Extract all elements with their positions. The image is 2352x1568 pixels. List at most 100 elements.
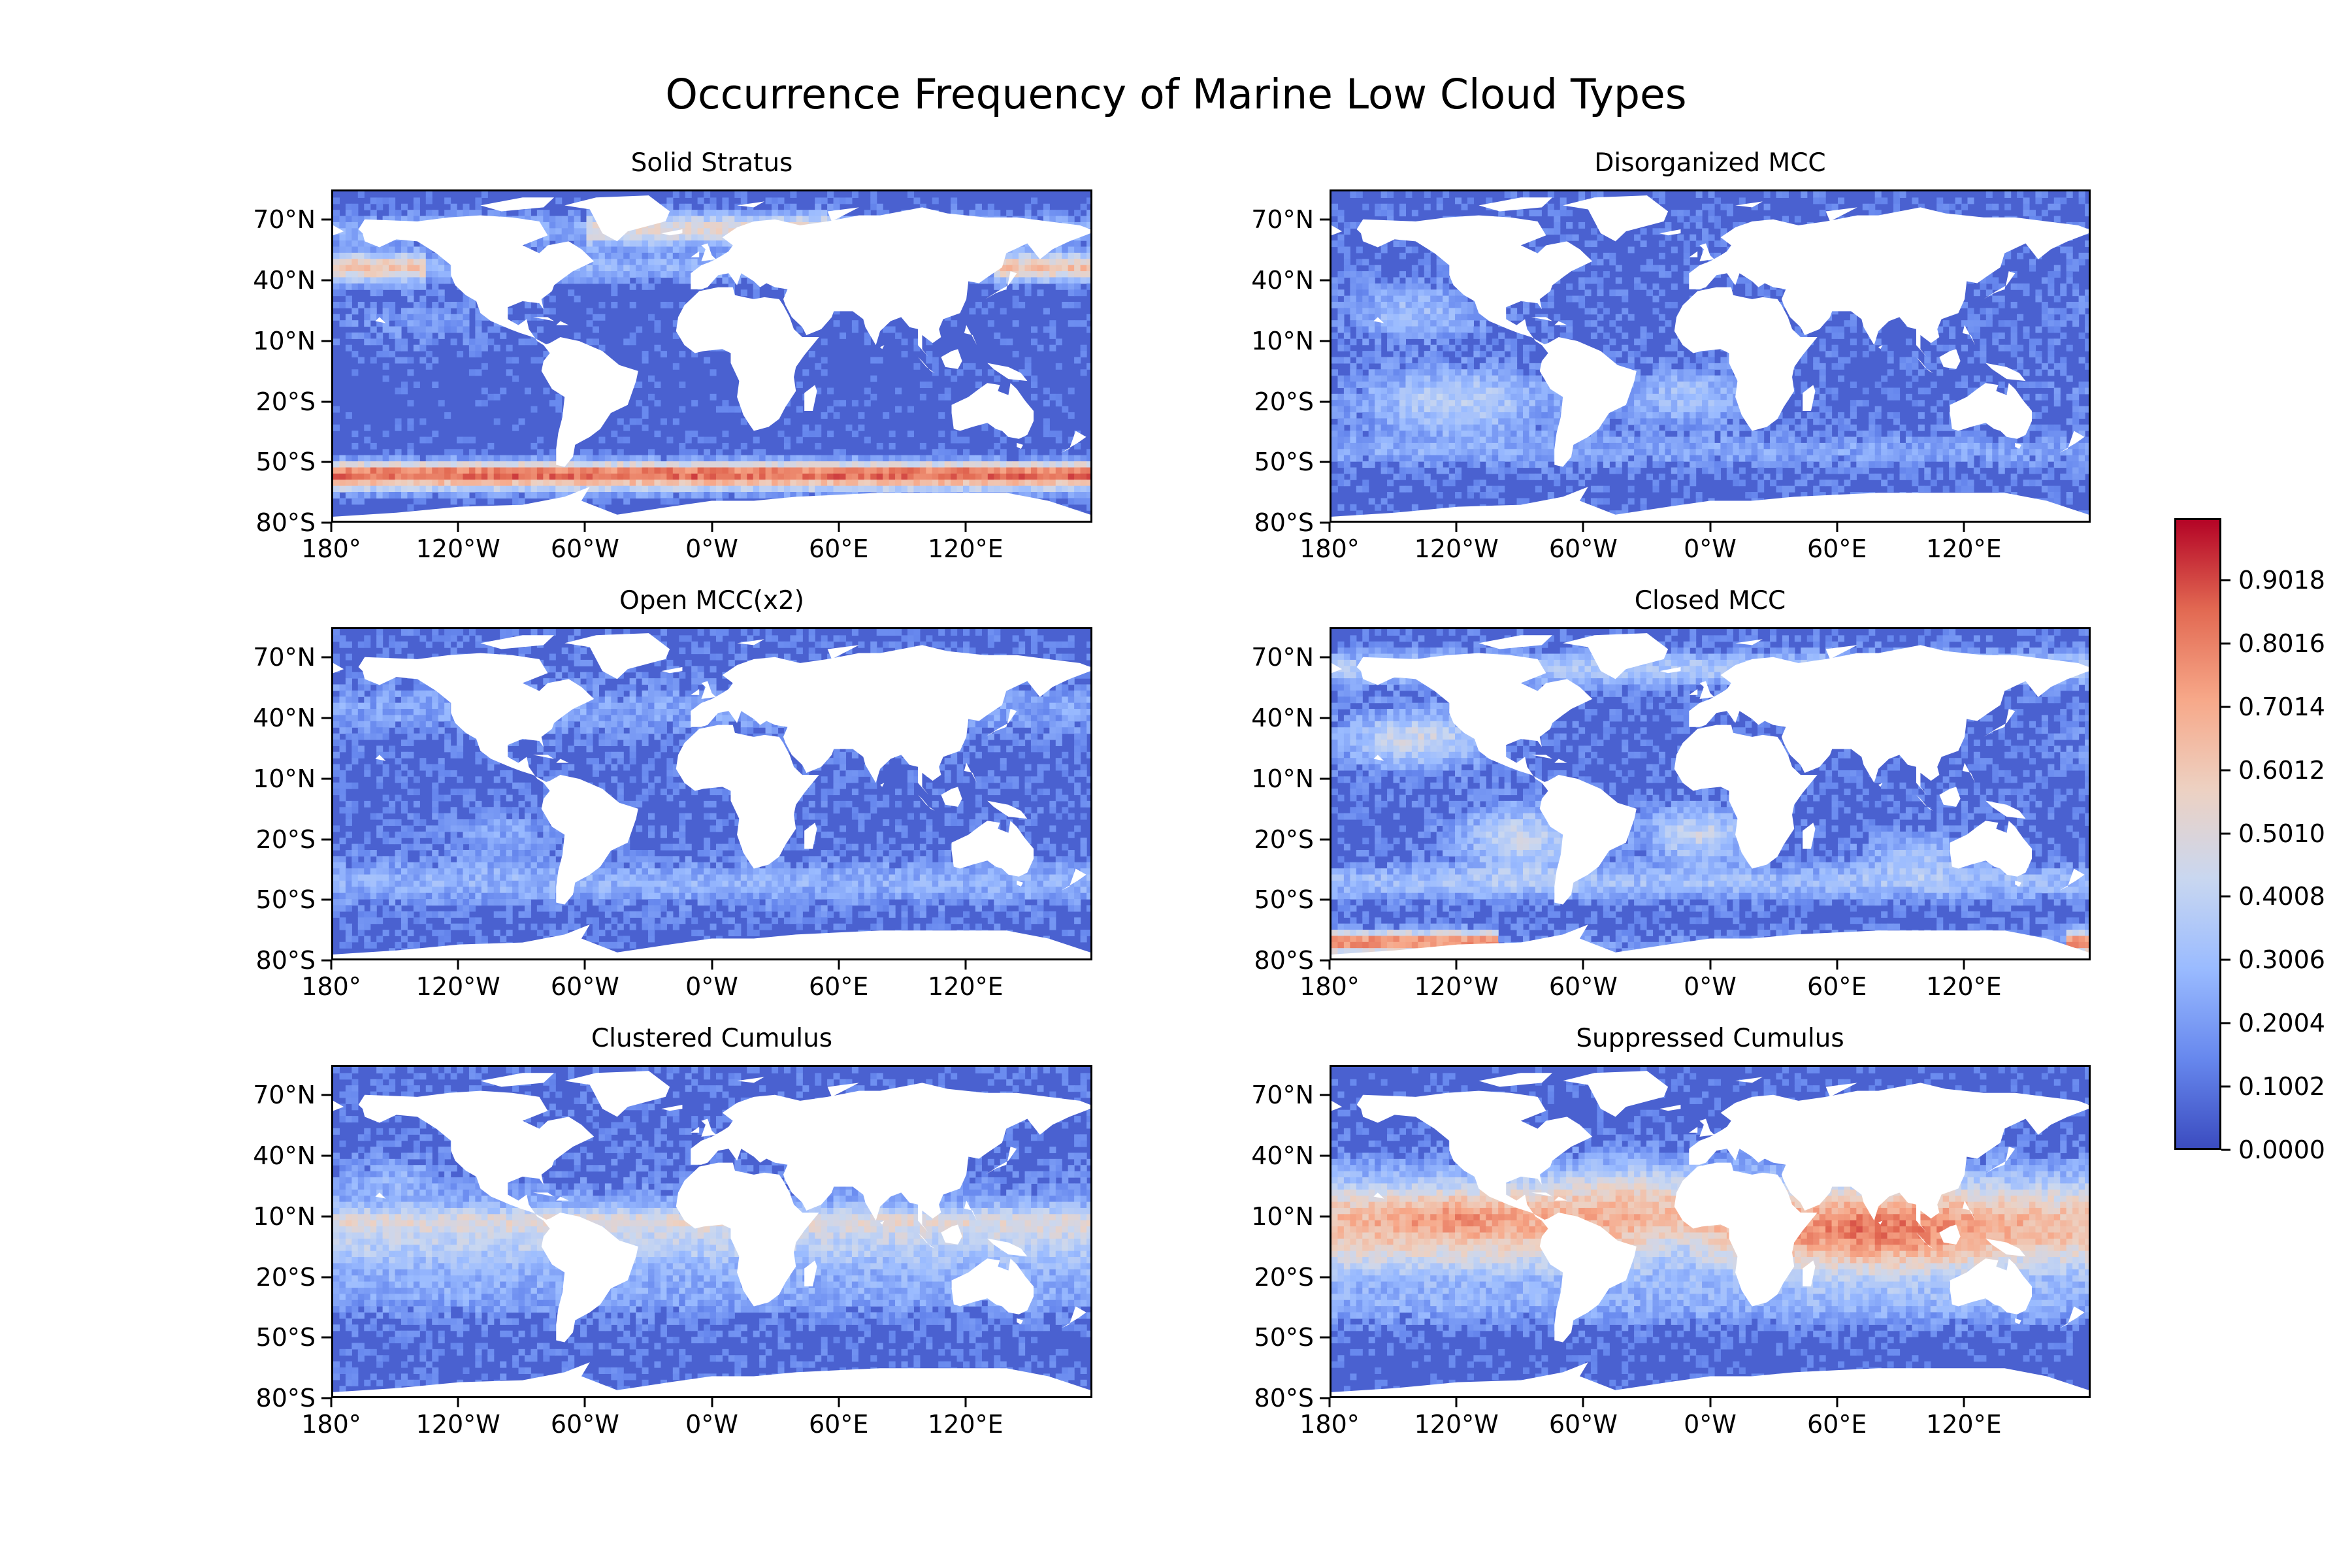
landmass <box>691 251 700 257</box>
latitude-tick-label: 10°N <box>1251 766 1314 792</box>
x-tick-mark <box>1963 1398 1965 1407</box>
y-tick-mark <box>1320 461 1330 463</box>
landmass <box>1478 197 1553 212</box>
landmass <box>880 1220 885 1225</box>
x-tick-mark <box>1328 1398 1331 1407</box>
landmass <box>1825 645 1857 659</box>
y-tick-mark <box>1320 1154 1330 1157</box>
latitude-tick-label: 80°S <box>256 947 316 973</box>
landmass <box>1962 1200 1976 1221</box>
latitude-tick-label: 10°N <box>1251 328 1314 354</box>
landmass <box>804 385 817 411</box>
landmass <box>1878 783 1883 787</box>
colorbar-tick-mark <box>2221 1022 2230 1024</box>
latitude-tick-label: 40°N <box>253 1143 316 1169</box>
longitude-tick-label: 180° <box>301 973 361 1000</box>
y-tick-mark <box>1320 521 1330 524</box>
landmass <box>661 1105 683 1111</box>
landmass <box>1950 383 2033 439</box>
landmass <box>1356 653 1593 783</box>
landmass <box>1659 1105 1681 1111</box>
map-frame <box>1330 627 2091 960</box>
landmass <box>1962 762 1976 783</box>
landmass <box>1735 201 1763 208</box>
x-tick-mark <box>711 1398 713 1407</box>
land-mask <box>1331 195 2089 521</box>
landmass <box>1699 1119 1714 1137</box>
landmass <box>785 295 832 335</box>
longitude-tick-label: 0°W <box>685 536 738 562</box>
longitude-tick-label: 60°W <box>551 973 619 1000</box>
longitude-tick-label: 0°W <box>1684 1411 1737 1437</box>
landmass <box>1689 1126 1698 1133</box>
longitude-tick-label: 0°W <box>1684 536 1737 562</box>
landmass <box>676 725 819 869</box>
landmass <box>541 336 638 467</box>
landmass <box>1784 295 1831 335</box>
colorbar-tick-label: 0.1002 <box>2238 1073 2325 1100</box>
x-tick-mark <box>1709 523 1711 532</box>
longitude-tick-label: 120°E <box>928 1411 1004 1437</box>
x-tick-mark <box>711 960 713 970</box>
y-tick-mark <box>321 279 331 282</box>
y-tick-mark <box>321 1215 331 1218</box>
landmass <box>556 759 569 763</box>
landmass <box>737 639 764 645</box>
longitude-tick-label: 120°W <box>1414 973 1499 1000</box>
landmass <box>951 383 1034 439</box>
landmass <box>987 1238 1028 1257</box>
landmass <box>951 1258 1034 1315</box>
longitude-tick-label: 60°E <box>1807 973 1867 1000</box>
map-frame <box>331 627 1092 960</box>
map-frame <box>331 1065 1092 1398</box>
y-tick-mark <box>321 400 331 403</box>
landmass <box>1803 385 1816 411</box>
landmass <box>676 287 819 431</box>
landmass <box>1984 271 2016 299</box>
land-mask <box>333 633 1090 958</box>
longitude-tick-label: 180° <box>301 536 361 562</box>
latitude-tick-label: 70°N <box>1251 1082 1314 1108</box>
latitude-tick-label: 70°N <box>253 1082 316 1108</box>
y-tick-mark <box>321 717 331 719</box>
map-panel-suppressed-cumulus: Suppressed Cumulus 70°N 40°N 10°N 20°S 50°S 8… <box>1251 1024 2091 1437</box>
y-tick-mark <box>321 777 331 780</box>
landmass <box>2059 431 2085 453</box>
colorbar-tick-label: 0.4008 <box>2238 883 2325 909</box>
longitude-tick-label: 60°E <box>1807 536 1867 562</box>
longitude-tick-label: 120°W <box>416 536 500 562</box>
latitude-tick-label: 40°N <box>253 267 316 293</box>
longitude-tick-label: 120°W <box>1414 536 1499 562</box>
latitude-tick-label: 10°N <box>253 766 316 792</box>
x-tick-mark <box>330 1398 333 1407</box>
landmass <box>541 1212 638 1343</box>
landmass <box>1985 363 2026 382</box>
landmass <box>1356 215 1593 346</box>
landmass <box>951 821 1034 877</box>
latitude-tick-label: 70°N <box>253 206 316 233</box>
longitude-tick-label: 120°E <box>1926 1411 2002 1437</box>
x-tick-mark <box>583 1398 586 1407</box>
colorbar-tick-label: 0.8016 <box>2238 630 2325 657</box>
y-tick-mark <box>321 1397 331 1399</box>
landmass <box>1563 1071 1669 1117</box>
landmass <box>1803 1260 1816 1286</box>
figure-title: Occurrence Frequency of Marine Low Cloud… <box>0 69 2352 121</box>
landmass <box>691 645 1090 795</box>
latitude-tick-label: 20°S <box>1254 826 1314 853</box>
landmass <box>1373 317 1384 323</box>
y-tick-mark <box>321 340 331 342</box>
x-tick-mark <box>964 1398 967 1407</box>
x-tick-mark <box>1836 1398 1838 1407</box>
landmass <box>333 1362 1090 1396</box>
latitude-tick-label: 20°S <box>1254 389 1314 415</box>
landmass <box>532 755 555 759</box>
colorbar <box>2174 518 2221 1150</box>
landmass <box>333 487 1090 521</box>
x-tick-mark <box>583 960 586 970</box>
longitude-tick-label: 60°W <box>1549 1411 1618 1437</box>
longitude-tick-label: 120°W <box>416 973 500 1000</box>
landmass <box>1539 336 1637 467</box>
landmass <box>964 762 977 783</box>
landmass <box>556 1196 569 1201</box>
